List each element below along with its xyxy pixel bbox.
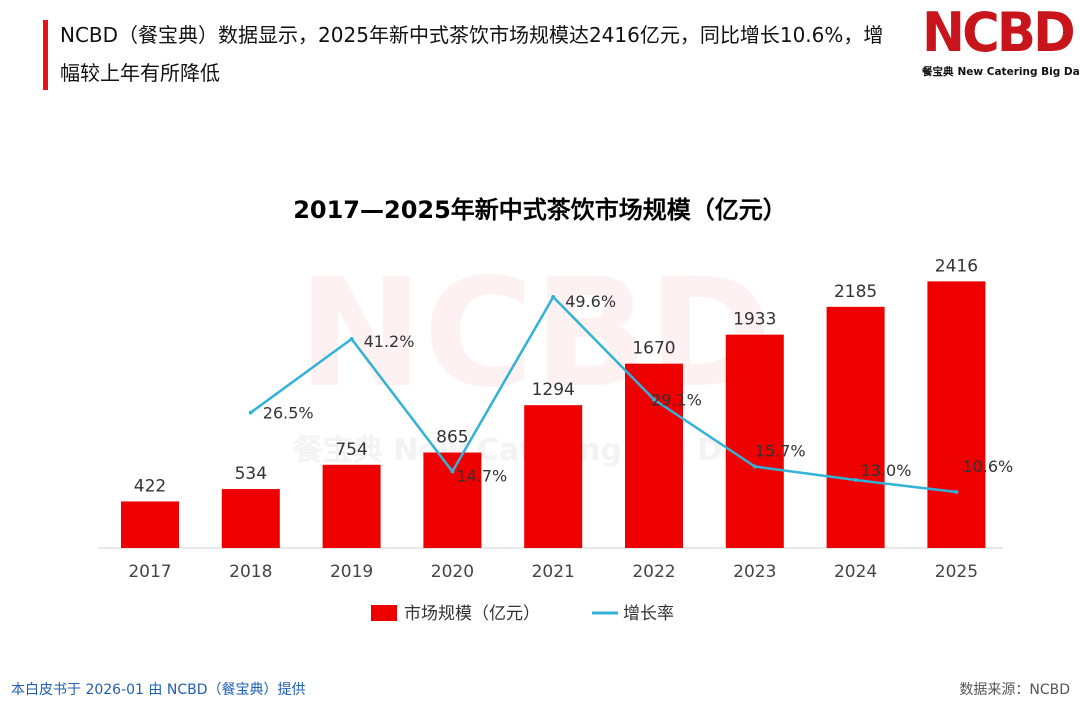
growth-point-2021	[551, 295, 556, 299]
growth-label-2022: 29.1%	[651, 391, 702, 410]
bar-value-label-2019: 754	[335, 440, 367, 460]
logo-subtitle-cn: 餐宝典	[922, 66, 954, 78]
growth-point-2020	[450, 469, 455, 474]
growth-label-2021: 49.6%	[565, 292, 616, 311]
bar-value-label-2023: 1933	[733, 310, 776, 330]
growth-label-2020: 14.7%	[456, 467, 507, 486]
bar-2024	[826, 306, 885, 548]
x-tick-label-2019: 2019	[330, 562, 373, 582]
footer-data-source: 数据来源：NCBD	[959, 682, 1070, 698]
bar-2020	[423, 452, 482, 548]
growth-label-2024: 13.0%	[861, 461, 912, 480]
bar-value-label-2018: 534	[235, 464, 267, 484]
bar-value-label-2017: 422	[134, 476, 166, 496]
bar-value-label-2025: 2416	[935, 256, 978, 276]
bar-value-label-2021: 1294	[532, 380, 575, 400]
x-tick-label-2018: 2018	[229, 562, 272, 582]
growth-point-2022	[652, 397, 656, 402]
bar-2017	[121, 501, 179, 548]
x-tick-label-2024: 2024	[834, 562, 877, 582]
x-tick-label-2021: 2021	[532, 562, 575, 582]
x-tick-label-2022: 2022	[632, 562, 675, 582]
growth-label-2019: 41.2%	[364, 332, 415, 351]
x-tick-label-2017: 2017	[128, 562, 171, 582]
x-tick-label-2020: 2020	[431, 562, 474, 582]
x-tick-label-2023: 2023	[733, 562, 776, 582]
legend-label-growth-rate: 增长率	[623, 604, 674, 624]
growth-point-2024	[853, 478, 858, 482]
bar-2025	[927, 281, 986, 548]
bar-2019	[322, 464, 381, 548]
footer-source-note: 本白皮书于 2026-01 由 NCBD（餐宝典）提供	[11, 682, 306, 698]
growth-label-2023: 15.7%	[755, 442, 806, 461]
bar-value-label-2024: 2185	[834, 282, 877, 302]
growth-point-2025	[954, 490, 959, 494]
legend-swatch-market-size	[371, 605, 397, 621]
logo-subtitle-en: New Catering Big Data	[957, 66, 1080, 78]
growth-label-2018: 26.5%	[263, 404, 314, 423]
logo-subtitle: 餐宝典 New Catering Big Data	[922, 64, 1080, 79]
bar-value-label-2020: 865	[436, 428, 468, 448]
bar-2021	[524, 405, 583, 548]
ncbd-logo: NCBD 餐宝典 New Catering Big Data	[922, 1, 1080, 84]
bar-2018	[221, 489, 280, 548]
logo-text: NCBD	[922, 1, 1076, 64]
growth-label-2025: 10.6%	[962, 457, 1013, 476]
growth-rate-line	[250, 295, 957, 494]
growth-point-2018	[248, 410, 253, 415]
headline-accent-bar	[43, 20, 48, 90]
bar-value-label-2022: 1670	[632, 339, 675, 359]
legend-label-market-size: 市场规模（亿元）	[404, 604, 540, 624]
x-tick-label-2025: 2025	[935, 562, 978, 582]
bar-2023	[725, 334, 784, 548]
watermark-logo: NCBD	[298, 247, 772, 421]
growth-point-2023	[752, 464, 757, 469]
headline: NCBD（餐宝典）数据显示，2025年新中式茶饮市场规模达2416亿元，同比增长…	[60, 23, 884, 85]
chart-title: 2017—2025年新中式茶饮市场规模（亿元）	[293, 196, 787, 224]
bar-2022	[625, 363, 683, 548]
growth-point-2019	[349, 337, 354, 341]
